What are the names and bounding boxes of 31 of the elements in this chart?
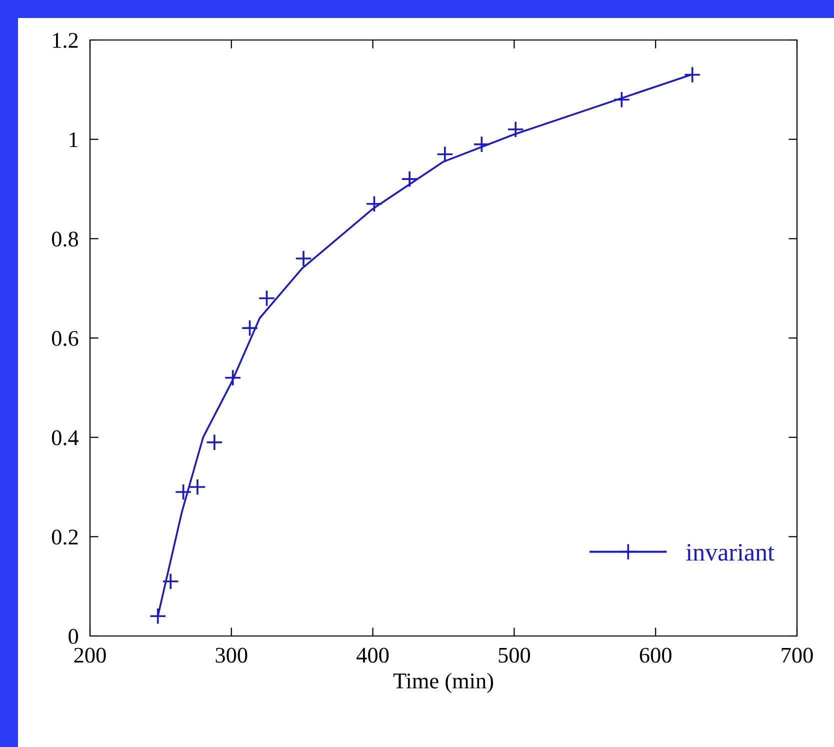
point xyxy=(507,120,524,138)
point xyxy=(188,478,206,496)
point xyxy=(258,290,276,307)
y-tick-label: 0.6 xyxy=(52,330,78,346)
point xyxy=(162,572,180,590)
point xyxy=(241,320,258,337)
point xyxy=(401,170,418,188)
point xyxy=(174,483,192,501)
legend-label: invariant xyxy=(686,544,774,561)
point xyxy=(366,195,383,212)
y-tick-label: 0 xyxy=(68,628,78,644)
point xyxy=(473,136,490,153)
y-tick-label: 0.4 xyxy=(52,430,79,446)
x-tick-label: 600 xyxy=(640,648,672,663)
y-tick-label: 1.2 xyxy=(53,32,78,48)
x-axis-title: Time (min) xyxy=(393,672,494,693)
x-tick-label: 300 xyxy=(216,648,248,663)
y-tick-label: 1 xyxy=(70,132,78,148)
y-tick-label: 0.8 xyxy=(52,232,78,247)
y-tick-label: 0.2 xyxy=(52,530,78,545)
x-tick-label: 200 xyxy=(74,648,106,663)
point xyxy=(149,608,166,625)
x-tick-label: 500 xyxy=(498,648,530,663)
point xyxy=(224,369,242,386)
point xyxy=(684,66,701,84)
point xyxy=(436,146,454,163)
x-tick-label: 400 xyxy=(356,648,389,663)
point xyxy=(294,250,312,268)
point xyxy=(206,434,223,451)
point xyxy=(613,91,630,108)
x-tick-label: 700 xyxy=(782,648,813,663)
